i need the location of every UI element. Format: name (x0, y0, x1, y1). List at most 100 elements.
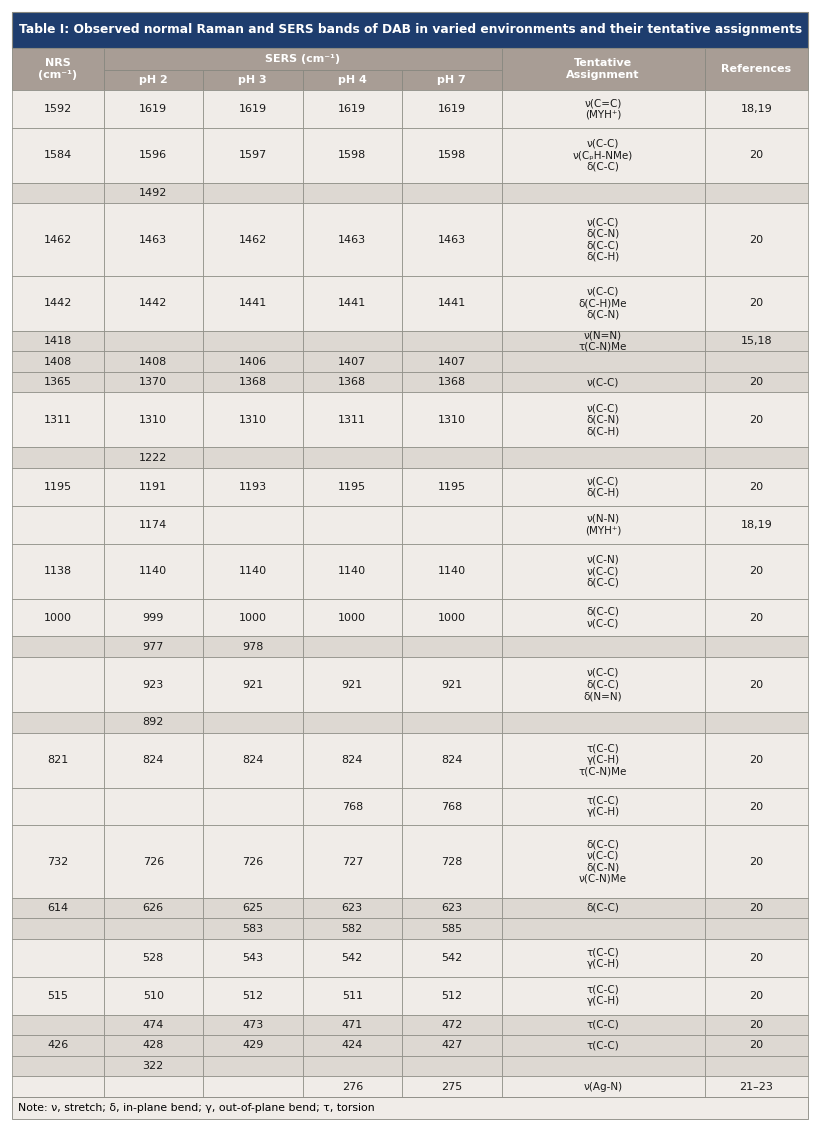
Text: 20: 20 (749, 1020, 762, 1030)
Bar (302, 70, 401, 90)
Text: References: References (721, 64, 790, 74)
Bar (103, 733, 203, 787)
Bar (501, 392, 704, 448)
Bar (103, 826, 203, 898)
Text: 543: 543 (242, 952, 263, 962)
Text: 1310: 1310 (139, 415, 167, 425)
Text: 1138: 1138 (43, 567, 72, 576)
Text: 1597: 1597 (238, 150, 267, 161)
Text: 824: 824 (441, 756, 462, 766)
Bar (401, 204, 501, 276)
Text: 1365: 1365 (43, 377, 72, 387)
Bar (501, 1077, 704, 1097)
Text: 583: 583 (242, 924, 263, 933)
Text: 20: 20 (749, 415, 762, 425)
Bar (704, 352, 807, 372)
Bar (103, 1015, 203, 1035)
Bar (501, 90, 704, 128)
Bar (704, 1055, 807, 1077)
Text: ν(C-C): ν(C-C) (586, 377, 618, 387)
Bar (12, 898, 103, 918)
Text: 824: 824 (342, 756, 363, 766)
Text: 1195: 1195 (437, 482, 465, 492)
Bar (501, 48, 704, 90)
Bar (501, 1055, 704, 1077)
Bar (103, 918, 203, 939)
Bar (401, 898, 501, 918)
Text: 768: 768 (342, 802, 363, 812)
Text: 1492: 1492 (139, 188, 167, 198)
Bar (12, 787, 103, 826)
Text: 999: 999 (143, 613, 164, 622)
Bar (704, 90, 807, 128)
Text: 1592: 1592 (43, 104, 72, 114)
Text: 1462: 1462 (238, 234, 267, 244)
Bar (203, 468, 302, 506)
Bar (401, 468, 501, 506)
Text: 20: 20 (749, 150, 762, 161)
Text: 732: 732 (47, 856, 68, 866)
Bar (401, 637, 501, 657)
Bar (302, 898, 401, 918)
Text: 1619: 1619 (238, 104, 266, 114)
Bar (12, 637, 103, 657)
Text: 768: 768 (441, 802, 462, 812)
Bar (12, 12, 807, 48)
Bar (103, 544, 203, 598)
Bar (704, 918, 807, 939)
Text: τ(C-C)
γ(C-H): τ(C-C) γ(C-H) (586, 947, 619, 968)
Text: 1441: 1441 (238, 299, 267, 308)
Bar (501, 204, 704, 276)
Bar (704, 544, 807, 598)
Bar (704, 787, 807, 826)
Text: 528: 528 (143, 952, 164, 962)
Bar (12, 392, 103, 448)
Bar (12, 1035, 103, 1055)
Text: 923: 923 (143, 680, 164, 690)
Bar (302, 598, 401, 637)
Text: 582: 582 (342, 924, 363, 933)
Bar (501, 372, 704, 392)
Bar (203, 1015, 302, 1035)
Bar (501, 183, 704, 204)
Text: 428: 428 (143, 1041, 164, 1051)
Text: pH 4: pH 4 (337, 75, 366, 85)
Text: ν(C=C)
(MYH⁺): ν(C=C) (MYH⁺) (584, 98, 621, 120)
Bar (103, 48, 501, 70)
Bar (302, 1015, 401, 1035)
Bar (401, 939, 501, 977)
Bar (704, 204, 807, 276)
Text: 1408: 1408 (43, 356, 72, 366)
Bar (12, 183, 103, 204)
Bar (302, 330, 401, 352)
Bar (302, 183, 401, 204)
Bar (704, 977, 807, 1015)
Text: 20: 20 (749, 1041, 762, 1051)
Text: 542: 542 (441, 952, 462, 962)
Bar (401, 713, 501, 733)
Bar (501, 448, 704, 468)
Bar (401, 787, 501, 826)
Text: δ(C-C)
ν(C-C): δ(C-C) ν(C-C) (586, 606, 618, 629)
Bar (103, 1035, 203, 1055)
Text: 585: 585 (441, 924, 462, 933)
Text: 1619: 1619 (437, 104, 465, 114)
Bar (501, 977, 704, 1015)
Bar (203, 733, 302, 787)
Text: 1442: 1442 (139, 299, 167, 308)
Bar (401, 826, 501, 898)
Bar (203, 330, 302, 352)
Bar (103, 1077, 203, 1097)
Text: 1584: 1584 (43, 150, 72, 161)
Bar (12, 939, 103, 977)
Bar (401, 330, 501, 352)
Bar (12, 713, 103, 733)
Bar (501, 352, 704, 372)
Bar (401, 70, 501, 90)
Bar (203, 128, 302, 183)
Bar (103, 372, 203, 392)
Bar (704, 733, 807, 787)
Bar (103, 70, 203, 90)
Bar (501, 657, 704, 713)
Bar (401, 183, 501, 204)
